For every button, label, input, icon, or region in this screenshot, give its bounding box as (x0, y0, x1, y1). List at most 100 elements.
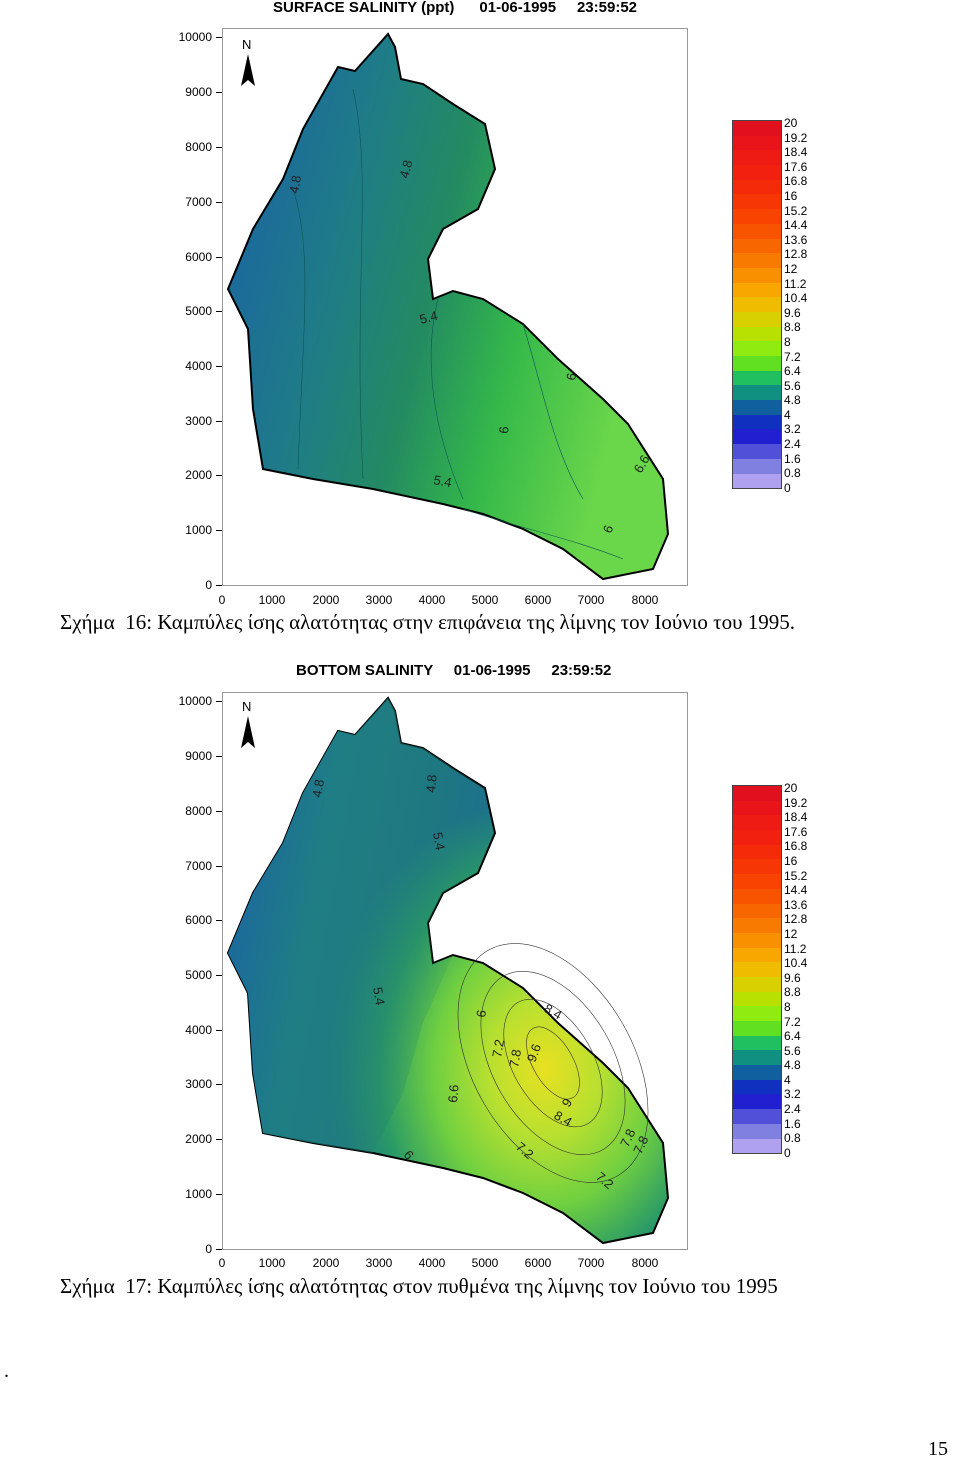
legend-swatch (733, 991, 781, 1007)
north-arrow-icon: N (241, 699, 255, 748)
contour-label: 7.8 (630, 1134, 651, 1157)
legend-label: 10.4 (784, 291, 808, 306)
legend-swatch (733, 1065, 781, 1080)
legend-swatch (733, 297, 781, 312)
legend-swatch (733, 1094, 781, 1110)
y-tick: 6000 (168, 913, 224, 927)
x-tick: 3000 (365, 593, 393, 607)
x-tick: 8000 (631, 593, 659, 607)
contour-line (292, 188, 306, 470)
legend-swatch (733, 444, 781, 459)
legend-label: 11.2 (784, 276, 807, 291)
legend-swatch (733, 800, 781, 816)
legend-swatch (733, 1050, 781, 1066)
legend-swatch (733, 356, 781, 371)
legend-label: 11.2 (784, 941, 807, 956)
stray-dot: . (4, 1360, 9, 1382)
legend-label: 9.6 (784, 970, 801, 985)
north-arrow: N (233, 698, 263, 759)
legend-label: 13.6 (784, 897, 808, 912)
legend-label: 4.8 (784, 1058, 801, 1073)
x-tick: 3000 (365, 1256, 393, 1270)
y-tick: 5000 (168, 304, 224, 318)
legend-swatch (733, 874, 781, 889)
contour-label: 4.8 (286, 174, 304, 194)
legend-label: 19.2 (784, 795, 808, 810)
y-tick: 9000 (168, 749, 224, 763)
legend-label: 16 (784, 188, 798, 203)
legend-swatch (733, 976, 781, 992)
contour-label: 6 (496, 426, 512, 435)
contour-ring (457, 943, 649, 1183)
y-tick: 10000 (168, 694, 224, 708)
legend-label: 8 (784, 999, 791, 1014)
contour-label: 4.8 (309, 778, 327, 798)
surface-salinity-map: 4.8 4.8 5.4 5.4 6 6 6.6 6 (222, 28, 688, 586)
legend-swatch (733, 458, 781, 474)
legend-swatch (733, 1123, 781, 1139)
legend-label: 6.4 (784, 364, 801, 379)
legend-swatch (733, 830, 781, 845)
legend-label: 7.2 (784, 349, 801, 364)
contour-label: 5.4 (370, 986, 388, 1006)
legend-label: 5.6 (784, 378, 801, 393)
x-tick: 7000 (577, 1256, 605, 1270)
contour-label: 7.2 (489, 1038, 507, 1058)
color-legend-labels: 20 19.2 18.4 17.6 16.8 16 15.2 14.4 13.6… (784, 781, 807, 1160)
legend-label: 15.2 (784, 868, 808, 883)
x-tick: 2000 (312, 593, 340, 607)
x-tick: 2000 (312, 1256, 340, 1270)
legend-label: 5.6 (784, 1043, 801, 1058)
contour-line (462, 508, 624, 560)
legend-label: 18.4 (784, 145, 808, 160)
contour-line (352, 88, 364, 480)
legend-swatch (733, 179, 781, 195)
legend-label: 12 (784, 926, 798, 941)
y-tick: 9000 (168, 85, 224, 99)
legend-label: 4 (784, 407, 791, 422)
legend-label: 16 (784, 853, 798, 868)
contour-label: 5.4 (430, 831, 448, 851)
y-tick: 7000 (168, 195, 224, 209)
contour-label: 9.6 (524, 1042, 544, 1064)
legend-swatch (733, 165, 781, 180)
legend-label: 0.8 (784, 1131, 801, 1146)
y-tick: 4000 (168, 1023, 224, 1037)
contour-label: 5.4 (418, 308, 439, 327)
figure-caption: Σχήμα 16: Καμπύλες ίσης αλατότητας στην … (60, 610, 795, 634)
north-arrow-icon: N (241, 37, 255, 86)
x-tick: 6000 (524, 1256, 552, 1270)
legend-swatch (733, 341, 781, 356)
legend-swatch (733, 253, 781, 268)
legend-label: 9.6 (784, 305, 801, 320)
y-tick: 4000 (168, 359, 224, 373)
legend-swatch (733, 815, 781, 831)
legend-swatch (733, 400, 781, 415)
contour-label: 6 (473, 1009, 489, 1019)
legend-swatch (733, 370, 781, 386)
legend-swatch (733, 209, 781, 224)
legend-label: 4.8 (784, 393, 801, 408)
y-tick: 3000 (168, 1077, 224, 1091)
legend-swatch (733, 1021, 781, 1036)
legend-label: 13.6 (784, 232, 808, 247)
legend-swatch (733, 859, 781, 875)
legend-label: 20 (784, 116, 798, 130)
y-tick: 6000 (168, 250, 224, 264)
legend-label: 12.8 (784, 247, 808, 262)
legend-label: 18.4 (784, 810, 808, 825)
legend-label: 8.8 (784, 985, 801, 1000)
contour-label: 6 (600, 523, 617, 535)
north-arrow: N (233, 36, 263, 97)
legend-label: 0.8 (784, 466, 801, 481)
y-tick: 0 (168, 1242, 224, 1256)
legend-swatch (733, 311, 781, 327)
bottom-salinity-map: 4.8 4.8 5.4 5.4 6 7.2 7.8 9.6 8.4 8.4 9 … (222, 692, 688, 1250)
legend-swatch (733, 473, 781, 489)
legend-label: 10.4 (784, 956, 808, 971)
legend-label: 0 (784, 480, 791, 495)
svg-text:N: N (242, 37, 251, 52)
legend-label: 0 (784, 1145, 791, 1160)
lake-outline (226, 32, 670, 581)
x-tick: 0 (218, 593, 226, 607)
